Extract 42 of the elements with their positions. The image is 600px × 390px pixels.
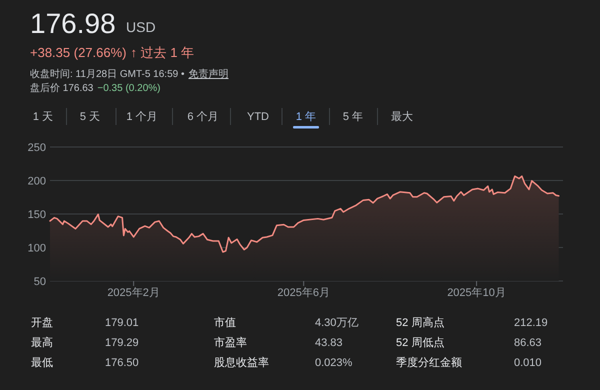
y-tick-label: 150 xyxy=(28,209,46,221)
text: 179.29 xyxy=(105,337,139,349)
y-tick-label: 50 xyxy=(34,276,46,288)
text: 43.83 xyxy=(315,337,343,349)
text: 1 年 xyxy=(296,111,316,123)
text: 6 个月 xyxy=(187,111,219,123)
text: 市值 xyxy=(214,316,236,329)
x-tick-label: 2025年6月 xyxy=(277,287,330,299)
y-tick-label: 100 xyxy=(28,242,46,254)
text: 52 周低点 xyxy=(396,336,444,349)
chart-title: 176.98 xyxy=(30,8,116,39)
text: +38.35 (27.66%) xyxy=(30,45,126,60)
y-tick-label: 200 xyxy=(28,176,46,188)
text: 开盘 xyxy=(31,317,53,329)
text: 4.30万亿 xyxy=(315,317,358,329)
y-tick-label: 250 xyxy=(28,142,46,154)
text: 1 天 xyxy=(32,111,54,123)
text: 0.010 xyxy=(514,357,542,369)
text: USD xyxy=(126,19,156,35)
text: 盘后价 176.63 xyxy=(30,82,94,94)
text: 市盈率 xyxy=(214,336,247,349)
text: 212.19 xyxy=(514,317,548,329)
text: 176.50 xyxy=(105,357,139,369)
text: 52 周高点 xyxy=(396,316,444,329)
text: 最大 xyxy=(391,110,413,123)
text: 179.01 xyxy=(105,317,139,329)
text: 免责声明 xyxy=(188,68,228,80)
text: 5 天 xyxy=(80,111,100,123)
text: 最高 xyxy=(31,336,53,349)
x-tick-label: 2025年10月 xyxy=(447,287,506,299)
x-tick-label: 2025年2月 xyxy=(107,287,160,299)
text: 0.023% xyxy=(315,357,353,369)
text: 86.63 xyxy=(514,337,542,349)
text: −0.35 (0.20%) xyxy=(97,83,160,94)
text: 5 年 xyxy=(342,111,364,123)
text: 最低 xyxy=(31,357,53,369)
text: 股息收益率 xyxy=(214,356,269,369)
text: 季度分红金额 xyxy=(396,356,462,369)
text: YTD xyxy=(247,111,270,123)
text: 1 个月 xyxy=(126,111,158,123)
text: 收盘时间: 11月28日 GMT-5 16:59 • xyxy=(30,68,185,80)
text: ↑ 过去 1 年 xyxy=(130,45,194,60)
